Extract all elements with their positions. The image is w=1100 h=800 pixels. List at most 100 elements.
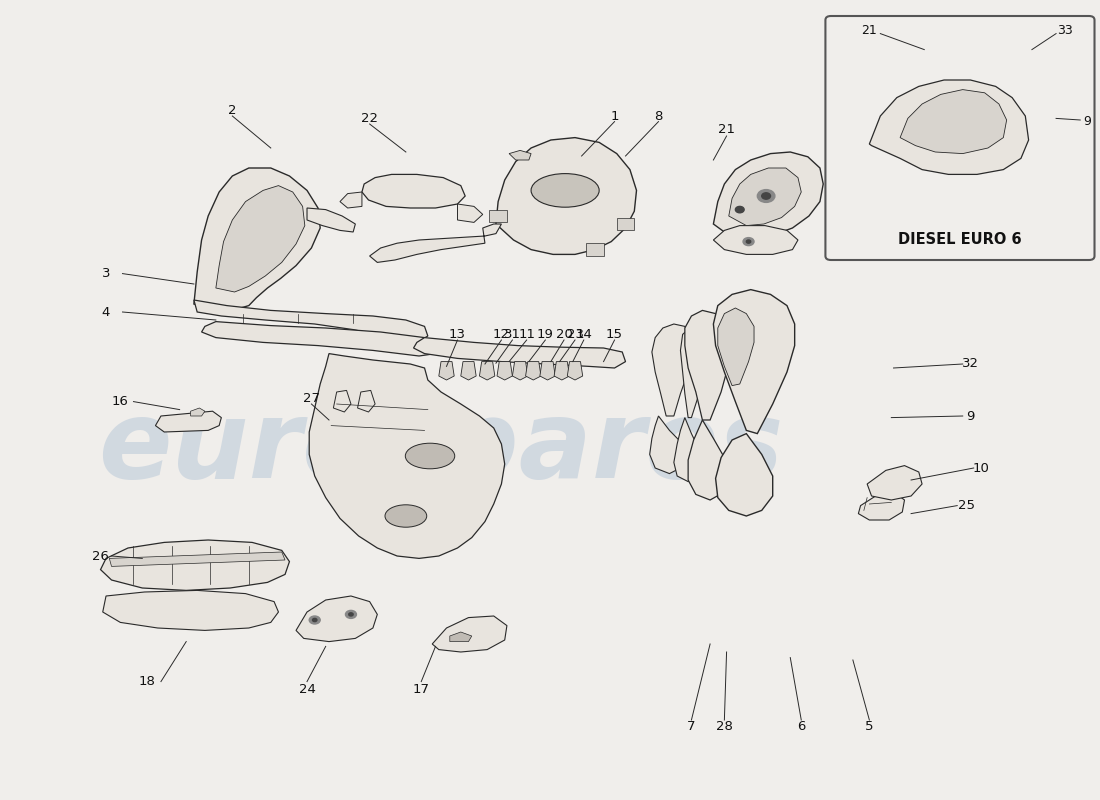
Text: 10: 10: [972, 462, 990, 474]
Circle shape: [312, 618, 317, 622]
Text: DIESEL EURO 6: DIESEL EURO 6: [898, 233, 1021, 247]
Circle shape: [742, 238, 754, 246]
Polygon shape: [714, 152, 823, 238]
Polygon shape: [358, 390, 375, 412]
Polygon shape: [714, 290, 794, 434]
Polygon shape: [439, 362, 454, 380]
Text: 3: 3: [102, 267, 110, 280]
Text: 4: 4: [102, 306, 110, 318]
Polygon shape: [480, 362, 495, 380]
Polygon shape: [681, 326, 711, 418]
Text: 21: 21: [718, 123, 735, 136]
Ellipse shape: [405, 443, 454, 469]
Polygon shape: [370, 224, 502, 262]
Polygon shape: [526, 362, 541, 380]
Text: 28: 28: [716, 720, 733, 733]
Text: 24: 24: [298, 683, 316, 696]
Text: 9: 9: [1082, 115, 1091, 128]
Polygon shape: [568, 362, 583, 380]
Polygon shape: [201, 322, 439, 356]
Polygon shape: [461, 362, 476, 380]
Polygon shape: [296, 596, 377, 642]
Circle shape: [761, 193, 770, 199]
Polygon shape: [333, 390, 351, 412]
FancyBboxPatch shape: [825, 16, 1094, 260]
Polygon shape: [362, 174, 465, 208]
Text: 16: 16: [112, 395, 129, 408]
Text: 33: 33: [1078, 126, 1096, 138]
Text: 2: 2: [228, 104, 236, 117]
Circle shape: [936, 83, 945, 90]
Text: 21: 21: [861, 24, 877, 37]
Polygon shape: [513, 362, 528, 380]
Polygon shape: [155, 411, 221, 432]
Polygon shape: [194, 168, 320, 310]
Text: 17: 17: [412, 683, 430, 696]
Text: 6: 6: [798, 720, 805, 733]
Polygon shape: [540, 362, 556, 380]
Text: 20: 20: [556, 328, 572, 341]
Polygon shape: [718, 308, 754, 386]
Polygon shape: [685, 310, 733, 420]
Polygon shape: [109, 552, 285, 566]
Polygon shape: [190, 408, 205, 416]
Circle shape: [961, 78, 970, 85]
Polygon shape: [714, 226, 797, 254]
Circle shape: [736, 206, 744, 213]
Polygon shape: [450, 632, 472, 642]
Polygon shape: [458, 204, 483, 222]
Polygon shape: [509, 150, 531, 160]
Circle shape: [757, 190, 774, 202]
Polygon shape: [689, 420, 729, 500]
Polygon shape: [497, 362, 513, 380]
Polygon shape: [674, 418, 703, 482]
Polygon shape: [900, 90, 1006, 154]
Text: 27: 27: [302, 392, 320, 405]
Polygon shape: [100, 540, 289, 590]
Circle shape: [746, 240, 750, 243]
Polygon shape: [194, 300, 428, 342]
Ellipse shape: [385, 505, 427, 527]
Polygon shape: [652, 324, 694, 416]
Polygon shape: [102, 590, 278, 630]
Polygon shape: [216, 186, 305, 292]
Ellipse shape: [531, 174, 600, 207]
Text: 26: 26: [92, 550, 109, 562]
Text: 12: 12: [493, 328, 510, 341]
Polygon shape: [340, 192, 362, 208]
Polygon shape: [554, 362, 570, 380]
Polygon shape: [869, 80, 1028, 174]
Text: 8: 8: [654, 110, 662, 122]
Circle shape: [958, 76, 974, 87]
Text: 19: 19: [537, 328, 553, 341]
Text: 11: 11: [518, 328, 536, 341]
Circle shape: [345, 610, 356, 618]
Text: 5: 5: [865, 720, 873, 733]
Polygon shape: [586, 243, 604, 256]
Polygon shape: [858, 492, 904, 520]
Polygon shape: [414, 338, 626, 368]
Text: 1: 1: [610, 110, 619, 122]
Text: 9: 9: [966, 410, 975, 422]
Circle shape: [933, 81, 948, 92]
Polygon shape: [617, 218, 635, 230]
Text: 32: 32: [961, 358, 979, 370]
Polygon shape: [307, 208, 355, 232]
Text: 14: 14: [575, 328, 592, 341]
Text: 25: 25: [957, 499, 975, 512]
Text: eurospares: eurospares: [98, 395, 783, 501]
Polygon shape: [729, 168, 801, 226]
Polygon shape: [650, 416, 685, 474]
Text: 23: 23: [566, 328, 583, 341]
Polygon shape: [867, 466, 922, 500]
Text: 15: 15: [606, 328, 623, 341]
Text: 31: 31: [504, 328, 521, 341]
Text: 7: 7: [688, 720, 695, 733]
Text: 13: 13: [449, 328, 466, 341]
Circle shape: [349, 613, 353, 616]
Polygon shape: [716, 434, 772, 516]
Text: 22: 22: [361, 112, 378, 125]
Text: 33: 33: [1057, 24, 1072, 37]
Polygon shape: [490, 210, 507, 222]
Polygon shape: [496, 138, 637, 254]
